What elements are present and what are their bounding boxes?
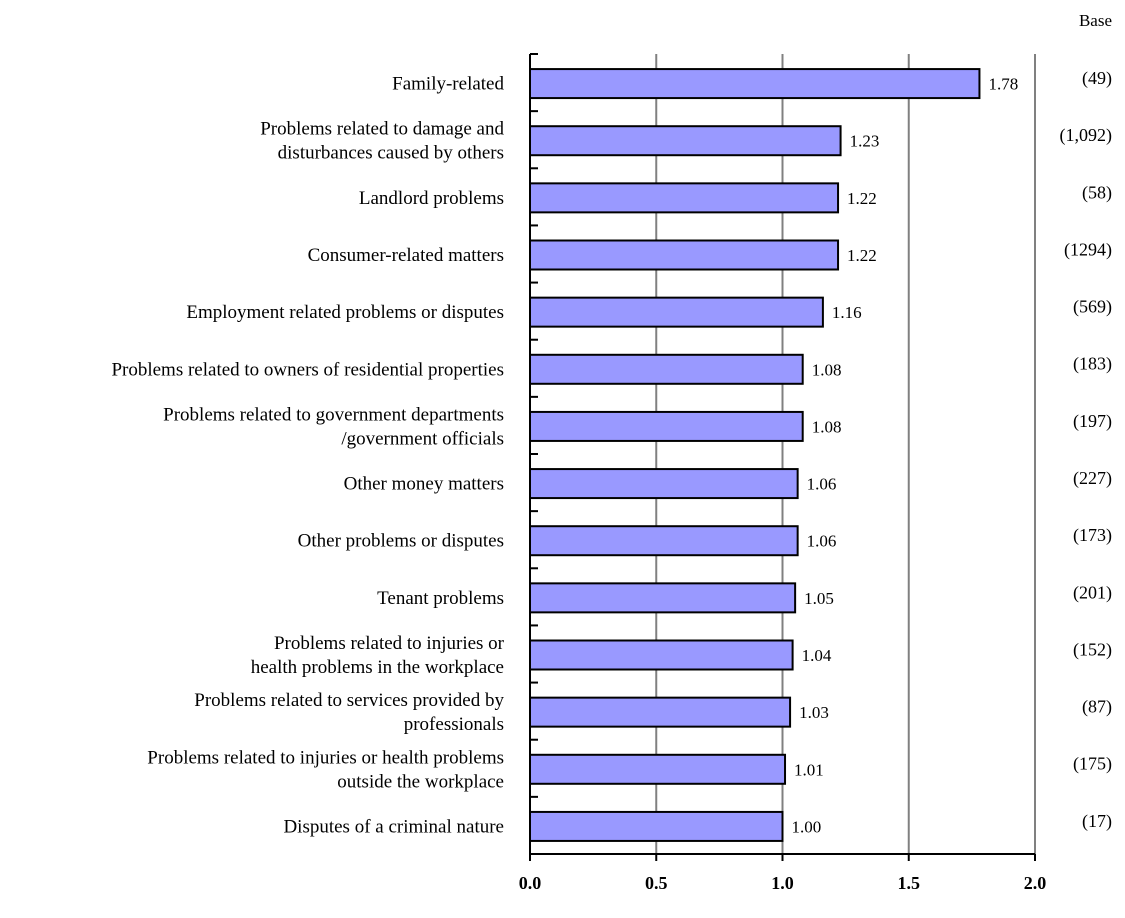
category-label: Problems related to government departmen… [163, 404, 504, 425]
category-label: Disputes of a criminal nature [283, 816, 504, 837]
bar [529, 753, 787, 785]
base-labels: (49) (1,092) (58) (1294) (569) (183) (197) (227… [1060, 68, 1113, 832]
category-label: Problems related to damage and [260, 119, 504, 140]
data-label: 1.23 [850, 132, 880, 151]
bar [529, 353, 804, 385]
bar [529, 468, 799, 500]
x-tick-label: 1.0 [771, 873, 794, 893]
bar [529, 525, 799, 557]
data-label: 1.16 [832, 303, 862, 322]
bar [529, 410, 804, 442]
base-label: (152) [1073, 639, 1112, 660]
data-label: 1.08 [812, 360, 842, 379]
base-label: (1294) [1064, 239, 1112, 260]
category-label: Employment related problems or disputes [186, 302, 504, 323]
category-label: disturbances caused by others [278, 143, 504, 164]
base-label: (17) [1082, 811, 1112, 832]
bar [529, 239, 840, 271]
data-label: 1.06 [807, 532, 837, 551]
x-tick-label: 2.0 [1024, 873, 1047, 893]
x-tick-label: 0.5 [645, 873, 668, 893]
data-label: 1.78 [988, 75, 1018, 94]
category-label: health problems in the workplace [251, 657, 504, 678]
bar [529, 582, 797, 614]
base-label: (197) [1073, 411, 1112, 432]
gridlines [655, 54, 1036, 854]
category-label: Problems related to injuries or health p… [147, 747, 504, 768]
bar [529, 810, 784, 842]
base-label: (569) [1073, 297, 1112, 318]
data-label: 1.01 [794, 760, 824, 779]
category-labels: Family-related Problems related to damage… [111, 74, 504, 838]
base-column-title: Base [1079, 11, 1112, 30]
category-label: Problems related to injuries or [274, 633, 505, 654]
base-label: (175) [1073, 754, 1112, 775]
axes [529, 53, 1036, 861]
data-label: 1.22 [847, 189, 877, 208]
bar [529, 182, 840, 214]
bar [529, 296, 824, 328]
bars [529, 68, 981, 842]
category-label: Other money matters [344, 474, 504, 495]
category-label: professionals [404, 714, 504, 735]
x-tick-labels: 0.0 0.5 1.0 1.5 2.0 [519, 873, 1047, 893]
data-label: 1.06 [807, 475, 837, 494]
base-label: (58) [1082, 182, 1112, 203]
base-label: (87) [1082, 697, 1112, 718]
category-label: outside the workplace [337, 771, 504, 792]
base-label: (173) [1073, 525, 1112, 546]
bar [529, 696, 792, 728]
base-label: (1,092) [1060, 125, 1113, 146]
data-label: 1.00 [792, 817, 822, 836]
category-label: /government officials [341, 428, 504, 449]
data-label: 1.22 [847, 246, 877, 265]
value-labels: 1.78 1.23 1.22 1.22 1.16 1.08 1.08 1.06 1.06 1.05… [792, 75, 1019, 837]
base-label: (227) [1073, 468, 1112, 489]
x-tick-label: 1.5 [898, 873, 921, 893]
base-label: (201) [1073, 582, 1112, 603]
category-label: Problems related to services provided by [194, 690, 504, 711]
data-label: 1.08 [812, 417, 842, 436]
data-label: 1.05 [804, 589, 834, 608]
category-label: Tenant problems [377, 588, 504, 609]
category-label: Problems related to owners of residentia… [111, 359, 504, 380]
category-label: Other problems or disputes [298, 531, 504, 552]
x-tick-label: 0.0 [519, 873, 542, 893]
base-label: (183) [1073, 354, 1112, 375]
data-label: 1.03 [799, 703, 829, 722]
bar [529, 125, 842, 157]
base-label: (49) [1082, 68, 1112, 89]
category-label: Consumer-related matters [308, 245, 504, 266]
bar [529, 68, 981, 100]
data-label: 1.04 [802, 646, 832, 665]
category-label: Landlord problems [359, 188, 504, 209]
bar [529, 639, 794, 671]
category-label: Family-related [392, 74, 504, 95]
